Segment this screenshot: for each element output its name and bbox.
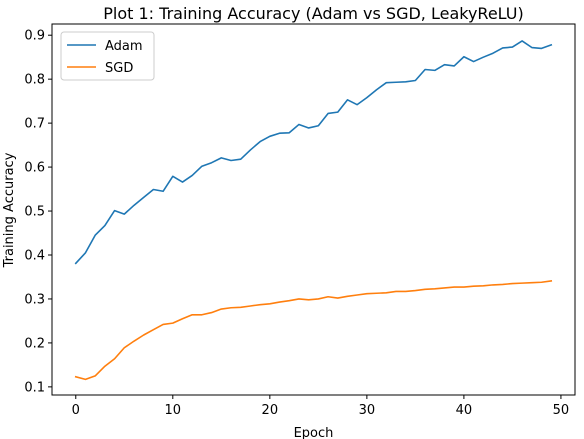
y-axis-label: Training Accuracy [2,152,17,268]
x-axis: 0 10 20 30 40 50 [72,395,570,418]
x-tick-label: 0 [72,403,80,418]
legend-label-sgd: SGD [105,61,133,76]
y-tick-label: 0.6 [24,161,45,176]
x-tick-label: 30 [359,403,376,418]
x-tick-label: 50 [553,403,570,418]
y-tick-label: 0.7 [24,117,45,132]
chart-title: Plot 1: Training Accuracy (Adam vs SGD, … [103,4,523,23]
y-tick-label: 0.8 [24,73,45,88]
axes-frame [51,23,576,396]
series-line-adam [74,40,553,265]
legend-box [60,31,155,81]
y-tick-label: 0.2 [24,336,45,351]
y-axis: 0.1 0.2 0.3 0.4 0.5 0.6 0.7 0.8 0.9 [24,29,52,395]
y-tick-label: 0.1 [24,380,45,395]
y-tick-label: 0.9 [24,29,45,44]
series-line-sgd [74,280,553,381]
legend: Adam SGD [60,31,155,81]
x-axis-label: Epoch [294,426,334,439]
x-tick-label: 10 [165,403,182,418]
y-tick-label: 0.5 [24,205,45,220]
x-tick-label: 40 [456,403,473,418]
x-tick-label: 20 [262,403,279,418]
y-tick-label: 0.4 [24,248,45,263]
y-tick-label: 0.3 [24,292,45,307]
series-group [74,40,553,381]
legend-label-adam: Adam [105,39,143,54]
